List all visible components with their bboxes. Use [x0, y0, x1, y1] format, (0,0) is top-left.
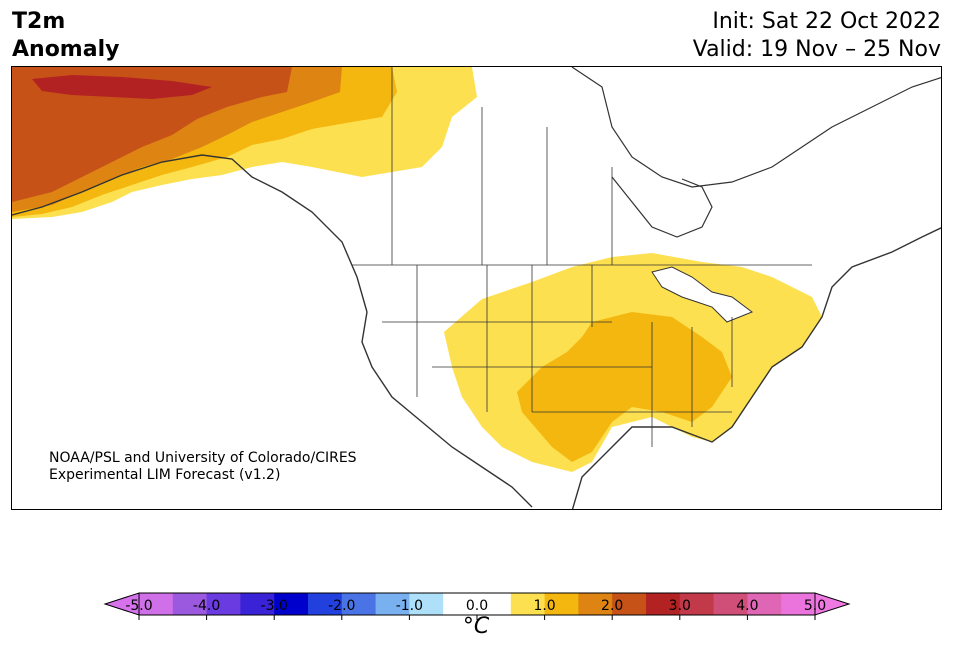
- colorbar-segment: [341, 593, 377, 615]
- north-america-coastline: [361, 227, 941, 509]
- colorbar-tick-label: 3.0: [668, 598, 691, 614]
- colorbar-segment: [443, 593, 478, 615]
- colorbar-segment: [206, 593, 241, 615]
- title-line-1: T2m: [12, 9, 66, 34]
- anomaly-map: [12, 67, 941, 509]
- title-line-2: Anomaly: [12, 37, 120, 62]
- map-panel: [11, 66, 942, 510]
- us-anomaly-moderate: [517, 312, 732, 462]
- chart-title: T2m Anomaly: [12, 8, 119, 64]
- valid-range: Valid: 19 Nov – 25 Nov: [692, 37, 941, 62]
- colorbar-segment: [139, 593, 174, 615]
- colorbar-tick-label: 5.0: [803, 598, 827, 614]
- colorbar-segment: [747, 593, 782, 615]
- colorbar-segment: [578, 593, 613, 615]
- colorbar-tick-label: 1.0: [533, 598, 556, 614]
- colorbar-segment: [679, 593, 715, 615]
- colorbar-segment: [544, 593, 579, 615]
- colorbar-tick-label: -2.0: [328, 598, 356, 614]
- colorbar-segment: [172, 593, 208, 615]
- colorbar-unit: °C: [462, 614, 490, 639]
- colorbar-tick-label: 4.0: [736, 598, 759, 614]
- political-borders: [352, 67, 812, 447]
- hudson-bay: [611, 176, 713, 238]
- colorbar-segment: [375, 593, 410, 615]
- colorbar-segment: [308, 593, 343, 615]
- colorbar-segment: [646, 593, 681, 615]
- colorbar-tick-label: 0.0: [465, 598, 489, 614]
- canada-arctic-coast: [571, 67, 941, 188]
- colorbar: [103, 592, 851, 620]
- colorbar-tick-label: -5.0: [125, 598, 153, 614]
- colorbar-segment: [477, 593, 512, 615]
- colorbar-segment: [713, 593, 748, 615]
- colorbar-tick-label: -3.0: [260, 598, 288, 614]
- colorbar-segment: [781, 593, 816, 615]
- colorbar-tick-label: -1.0: [395, 598, 424, 614]
- colorbar-segment: [510, 593, 546, 615]
- colorbar-segment: [409, 593, 444, 615]
- colorbar-tick-label: -4.0: [192, 598, 221, 614]
- alaska-coastline: [12, 154, 368, 313]
- credit-line-1: NOAA/PSL and University of Colorado/CIRE…: [49, 450, 357, 466]
- init-date: Init: Sat 22 Oct 2022: [712, 9, 941, 34]
- forecast-dates: Init: Sat 22 Oct 2022 Valid: 19 Nov – 25…: [693, 8, 941, 64]
- credit-line-2: Experimental LIM Forecast (v1.2): [49, 467, 281, 483]
- credit-text: NOAA/PSL and University of Colorado/CIRE…: [49, 450, 357, 484]
- great-lakes: [651, 266, 754, 323]
- alaska-anomaly-very-strong: [12, 67, 292, 202]
- colorbar-segment: [612, 593, 647, 615]
- alaska-anomaly-extreme: [32, 75, 212, 99]
- colorbar-segment: [240, 593, 275, 615]
- colorbar-segment: [274, 593, 309, 615]
- colorbar-tick-label: 2.0: [601, 598, 624, 614]
